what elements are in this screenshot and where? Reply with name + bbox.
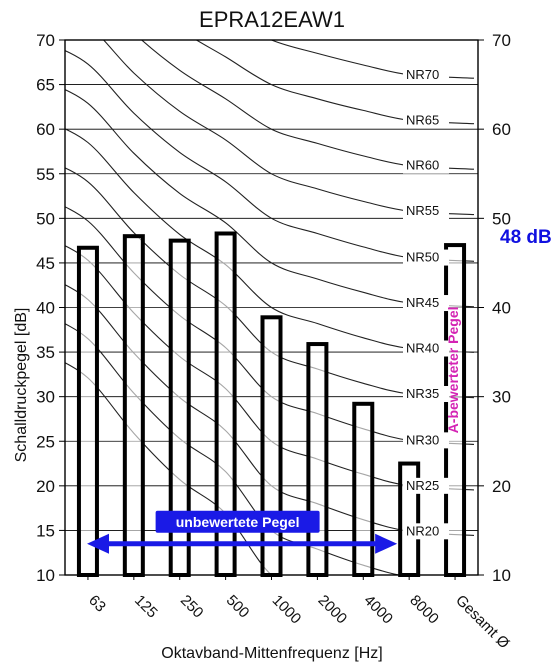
nr-label: NR45 [406, 295, 439, 310]
nr-label-bg [403, 432, 449, 449]
annotations: 48 dB A-bewerteter Pegel unbewertete Pegel [87, 227, 552, 554]
y-tick-label: 50 [36, 209, 55, 228]
x-axis-label: Oktavband-Mittenfrequenz [Hz] [161, 645, 382, 662]
nr-label: NR35 [406, 386, 439, 401]
bars [76, 231, 467, 578]
bar [76, 245, 99, 577]
nr-label-bg [403, 112, 449, 129]
x-tick-label: 500 [223, 592, 253, 622]
y-tick-label: 70 [36, 31, 55, 50]
unweighted-label: unbewertete Pegel [176, 514, 300, 530]
y-tick-label-right: 20 [492, 477, 511, 496]
y-tick-label: 30 [36, 388, 55, 407]
nr-curve [65, 128, 475, 353]
nr-curve [102, 40, 475, 216]
y-tick-label: 65 [36, 76, 55, 95]
x-tick-label: 250 [177, 592, 207, 622]
nr-curve [65, 50, 475, 262]
y-tick-label-right: 30 [492, 388, 511, 407]
nr-label-bg [403, 340, 449, 357]
nr-curve [65, 245, 475, 491]
y-tick-label: 55 [36, 165, 55, 184]
unweighted-label-bg [155, 510, 320, 533]
bar [260, 315, 283, 577]
x-tick-label: 125 [131, 592, 161, 622]
y-tick-label-right: 10 [492, 566, 511, 585]
nr-label-bg [403, 523, 449, 540]
y-tick-label: 60 [36, 120, 55, 139]
nr-curve [195, 40, 475, 125]
arrow-head-left-icon [87, 533, 109, 554]
y-tick-label-right: 40 [492, 299, 511, 318]
nr-curves [65, 40, 475, 575]
y-tick-label: 40 [36, 299, 55, 318]
y-tick-label: 10 [36, 566, 55, 585]
nr-curve [65, 206, 475, 445]
nr-curve [65, 88, 475, 308]
overall-level-label: 48 dB [500, 227, 552, 248]
y-axis-left: 10 15 20 25 30 35 40 45 50 55 60 65 70 [36, 31, 65, 585]
nr-label: NR60 [406, 158, 439, 173]
x-tick-label: 63 [85, 592, 109, 616]
y-tick-label: 20 [36, 477, 55, 496]
x-tick-label: 1000 [269, 592, 305, 628]
nr-label: NR50 [406, 250, 439, 265]
nr-label: NR25 [406, 478, 439, 493]
y-tick-label: 35 [36, 343, 55, 362]
bar [306, 342, 329, 577]
nr-label-bg [403, 385, 449, 402]
x-tick-label: 4000 [360, 592, 396, 628]
nr-label: NR20 [406, 523, 439, 538]
x-axis: 63 125 250 500 1000 2000 4000 8000 Gesamt Ø [85, 575, 513, 652]
nr-label: NR65 [406, 112, 439, 127]
nr-label-bg [403, 295, 449, 312]
y-tick-label-right: 70 [492, 31, 511, 50]
nr-label-bg [403, 249, 449, 266]
y-tick-label: 25 [36, 432, 55, 451]
nr-curve [270, 40, 475, 79]
nr-label-bg [403, 203, 449, 220]
nr-label: NR40 [406, 341, 439, 356]
nr-curve [65, 284, 475, 536]
arrow-head-right-icon [375, 533, 398, 554]
chart-title: EPRA12EAW1 [199, 7, 345, 32]
nr-label: NR55 [406, 203, 439, 218]
bar [122, 234, 145, 578]
nr-label: NR30 [406, 432, 439, 447]
y-axis-label: Schalldruckpegel [dB] [13, 308, 30, 463]
a-weighted-label: A-bewerteter Pegel [445, 307, 461, 434]
nr-labels: NR70 NR65 NR60 NR55 NR50 NR45 NR40 NR35 NR30 NR25… [403, 66, 449, 540]
y-tick-label-right: 60 [492, 120, 511, 139]
x-tick-label: Gesamt Ø [452, 592, 513, 653]
x-tick-label: 2000 [315, 592, 351, 628]
y-tick-label: 45 [36, 254, 55, 273]
nr-label-bg [403, 477, 449, 494]
nr-label: NR70 [406, 67, 439, 82]
nr-curve [65, 362, 273, 575]
plot-frame [64, 39, 479, 576]
y-axis-right: 10 20 30 40 50 60 70 [478, 31, 511, 585]
bar [352, 401, 375, 577]
nr-curve [65, 167, 475, 399]
nr-label-bg [403, 66, 449, 83]
y-tick-label-right: 50 [492, 209, 511, 228]
nr-label-bg [403, 157, 449, 174]
y-tick-label: 15 [36, 521, 55, 540]
nr-curve [140, 40, 475, 170]
x-tick-label: 8000 [406, 592, 442, 628]
nr-curve [65, 323, 402, 575]
